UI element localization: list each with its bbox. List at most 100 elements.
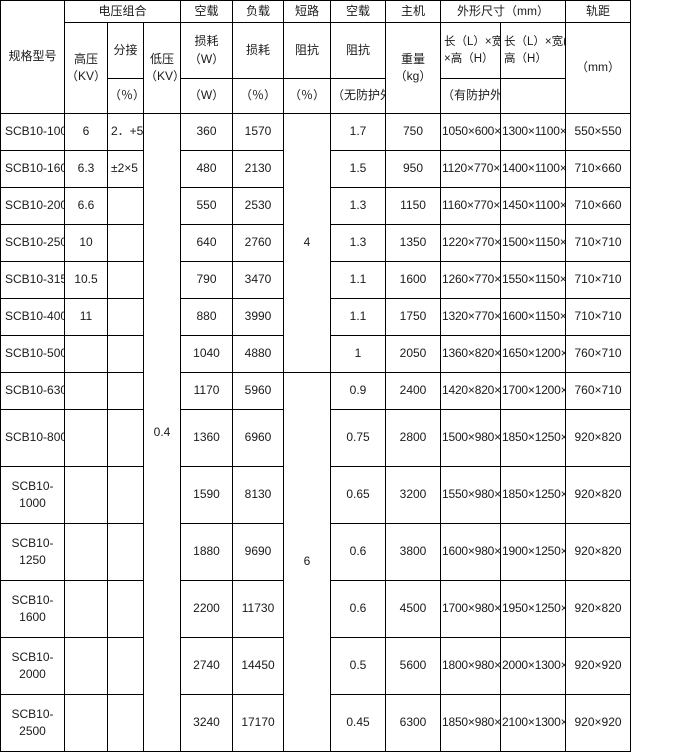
cell-load-loss: 2530 <box>233 188 284 225</box>
cell-no-load-impedance: 0.45 <box>331 695 386 752</box>
header-weight-unit: （kg） <box>387 68 439 85</box>
header-dim-no-cover-note: （无防护外罩） <box>331 79 386 114</box>
cell-dim-no-cover: 1420×820×1400 <box>441 373 501 410</box>
table-row: SCB10-2501064027601.313501220×770×120015… <box>1 225 700 262</box>
cell-load-loss: 17170 <box>233 695 284 752</box>
header-lv-unit: （KV） <box>145 68 179 85</box>
cell-high-voltage <box>65 467 108 524</box>
cell-weight: 750 <box>386 114 441 151</box>
cell-high-voltage <box>65 638 108 695</box>
table-row: SCB10-50010404880120501360×820×13501650×… <box>1 336 700 373</box>
header-no-load-2: 空载 <box>331 1 386 23</box>
cell-load-loss: 3990 <box>233 299 284 336</box>
header-outline-dimensions: 外形尺寸（mm） <box>441 1 566 23</box>
cell-dim-with-cover: 1550×1150×1550 <box>501 262 566 299</box>
header-load-loss-unit: （W） <box>181 79 233 114</box>
cell-high-voltage: 10 <box>65 225 108 262</box>
cell-dim-no-cover: 1260×770×1250 <box>441 262 501 299</box>
cell-dim-no-cover: 1600×980×1650 <box>441 524 501 581</box>
header-gauge: 轨距 <box>566 1 631 23</box>
cell-dim-with-cover: 1450×1100×1500 <box>501 188 566 225</box>
cell-load-loss: 6960 <box>233 410 284 467</box>
header-low-voltage: 低压（KV） <box>144 23 181 114</box>
cell-no-load-impedance: 0.6 <box>331 524 386 581</box>
cell-no-load-loss: 1040 <box>181 336 233 373</box>
cell-weight: 2050 <box>386 336 441 373</box>
header-sc-impedance-label: 阻抗 <box>284 23 331 79</box>
table-row: SCB10-4001188039901.117501320×770×130016… <box>1 299 700 336</box>
model-line-2: 1600 <box>2 609 63 626</box>
cell-no-load-loss: 480 <box>181 151 233 188</box>
cell-gauge: 920×920 <box>566 638 631 695</box>
cell-weight: 3800 <box>386 524 441 581</box>
cell-high-voltage: 10.5 <box>65 262 108 299</box>
cell-model: SCB10-250 <box>1 225 65 262</box>
cell-dim-with-cover: 1900×1250×1900 <box>501 524 566 581</box>
cell-short-circuit-impedance: 6 <box>284 373 331 752</box>
model-line-2: 2000 <box>2 666 63 683</box>
table-row: SCB10-31510.579034701.116001260×770×1250… <box>1 262 700 299</box>
cell-tap <box>108 695 144 752</box>
cell-no-load-loss: 790 <box>181 262 233 299</box>
cell-no-load-impedance: 0.9 <box>331 373 386 410</box>
cell-high-voltage: 6.6 <box>65 188 108 225</box>
cell-weight: 3200 <box>386 467 441 524</box>
cell-weight: 950 <box>386 151 441 188</box>
cell-dim-no-cover: 1160×770×1150 <box>441 188 501 225</box>
cell-tap <box>108 467 144 524</box>
model-line-2: 1000 <box>2 495 63 512</box>
cell-tap <box>108 336 144 373</box>
header-tap-unit: （％） <box>108 79 144 114</box>
cell-dim-with-cover: 1600×1150×1600 <box>501 299 566 336</box>
cell-dim-with-cover: 1400×1100×1500 <box>501 151 566 188</box>
cell-dim-with-cover: 2000×1300×2100 <box>501 638 566 695</box>
header-short-circuit: 短路 <box>284 1 331 23</box>
cell-model: SCB10-1250 <box>1 524 65 581</box>
cell-dim-no-cover: 1700×980×1700 <box>441 581 501 638</box>
cell-high-voltage <box>65 524 108 581</box>
header-high-voltage: 高压（KV） <box>65 23 108 114</box>
cell-dim-no-cover: 1850×980×1900 <box>441 695 501 752</box>
cell-model: SCB10-400 <box>1 299 65 336</box>
header-hv-label: 高压 <box>66 51 106 68</box>
cell-dim-no-cover: 1550×980×1600 <box>441 467 501 524</box>
header-nl-impedance-label: 阻抗 <box>331 23 386 79</box>
cell-model: SCB10-160 <box>1 151 65 188</box>
cell-gauge: 710×660 <box>566 151 631 188</box>
cell-dim-with-cover: 1850×1250×1850 <box>501 467 566 524</box>
header-dim-no-cover: 长（L）×宽(w)×高（H） <box>441 23 501 79</box>
table-row: SCB10-20002740144500.556001800×980×18002… <box>1 638 700 695</box>
cell-tap <box>108 373 144 410</box>
cell-gauge: 710×710 <box>566 225 631 262</box>
cell-model: SCB10-200 <box>1 188 65 225</box>
cell-no-load-impedance: 1.5 <box>331 151 386 188</box>
cell-gauge: 920×820 <box>566 524 631 581</box>
cell-no-load-loss: 1360 <box>181 410 233 467</box>
header-sc-impedance-unit: （％） <box>233 79 284 114</box>
cell-no-load-impedance: 1.3 <box>331 225 386 262</box>
header-nll-label: 损耗 <box>182 33 231 50</box>
cell-dim-with-cover: 1850×1250×1800 <box>501 410 566 467</box>
cell-no-load-impedance: 1.1 <box>331 299 386 336</box>
header-lv-label: 低压 <box>145 51 179 68</box>
table-row: SCB10-25003240171700.4563001850×980×1900… <box>1 695 700 752</box>
header-dim-with-cover: 长（L）×宽(w)×高（H） <box>501 23 566 79</box>
cell-load-loss: 1570 <box>233 114 284 151</box>
cell-load-loss: 2760 <box>233 225 284 262</box>
header-row-band1: 规格型号电压组合空载负载短路空载主机外形尺寸（mm）轨距 <box>1 1 700 23</box>
cell-gauge: 920×820 <box>566 410 631 467</box>
cell-weight: 1600 <box>386 262 441 299</box>
cell-load-loss: 3470 <box>233 262 284 299</box>
cell-dim-with-cover: 1950×1250×1950 <box>501 581 566 638</box>
cell-no-load-impedance: 1 <box>331 336 386 373</box>
cell-no-load-loss: 360 <box>181 114 233 151</box>
cell-no-load-impedance: 1.1 <box>331 262 386 299</box>
header-gauge-unit: （mm） <box>566 23 631 114</box>
header-voltage-combination: 电压组合 <box>65 1 181 23</box>
cell-no-load-loss: 880 <box>181 299 233 336</box>
cell-load-loss: 2130 <box>233 151 284 188</box>
cell-high-voltage <box>65 373 108 410</box>
model-line-1: SCB10- <box>2 592 63 609</box>
model-line-1: SCB10- <box>2 535 63 552</box>
